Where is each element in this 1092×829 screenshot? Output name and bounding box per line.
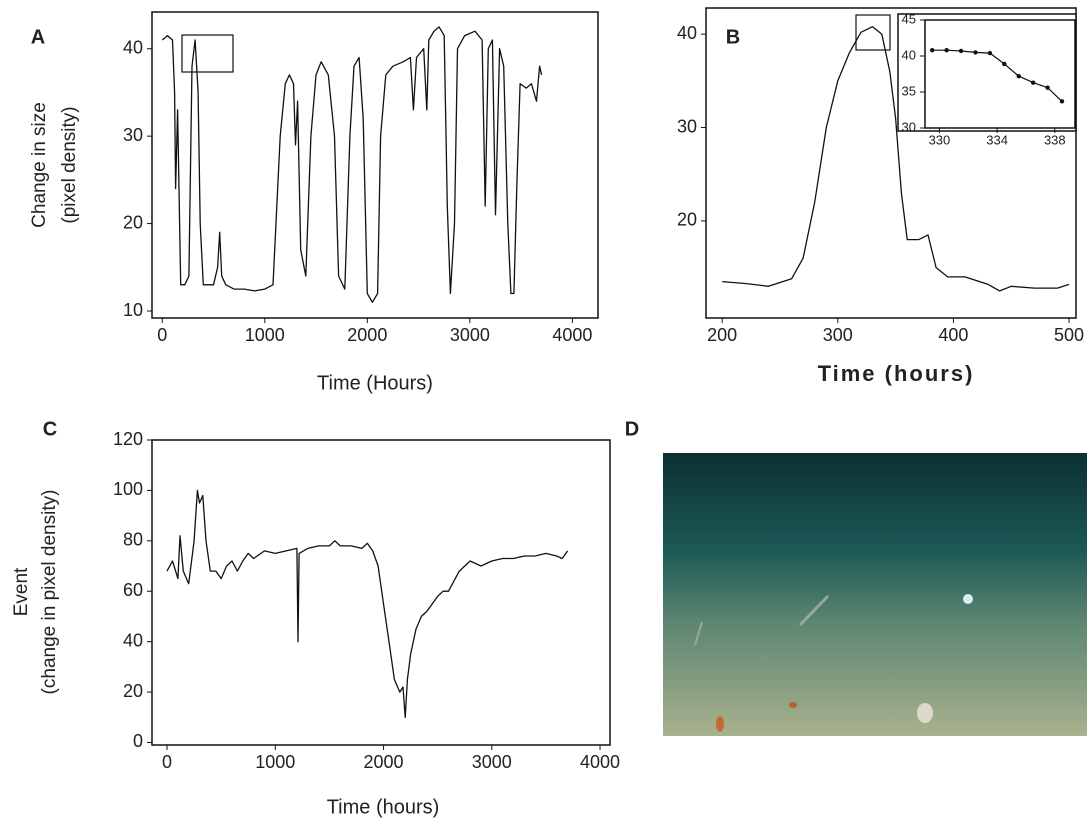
data-point xyxy=(973,50,978,55)
plot-frame xyxy=(924,19,1076,129)
y-tick-label: 80 xyxy=(123,530,143,550)
inset-background xyxy=(897,13,1077,132)
data-line xyxy=(722,26,1070,292)
y-tick-label: 30 xyxy=(677,116,697,136)
panel-label: C xyxy=(43,418,57,440)
x-tick-label: 400 xyxy=(938,325,968,345)
data-line xyxy=(166,489,569,718)
data-point xyxy=(1016,73,1021,79)
y-axis-label: (pixel density) xyxy=(59,106,80,223)
plot-frame xyxy=(705,7,1077,319)
y-tick-label: 0 xyxy=(133,731,143,751)
y-tick-label: 30 xyxy=(902,119,916,134)
x-tick-label: 2000 xyxy=(347,325,387,345)
plot-frame xyxy=(151,439,611,746)
data-point xyxy=(1030,80,1036,85)
data-line xyxy=(161,26,543,303)
y-tick-label: 40 xyxy=(123,37,143,57)
data-point xyxy=(1059,99,1065,104)
y-axis-label: (change in pixel density) xyxy=(39,490,60,695)
y-tick-label: 40 xyxy=(902,47,916,62)
zoom-box xyxy=(855,14,891,51)
y-axis-label: Event xyxy=(11,567,32,616)
x-tick-label: 334 xyxy=(986,132,1008,147)
x-tick-label: 3000 xyxy=(472,752,512,772)
data-point xyxy=(987,50,993,56)
seafloor-photo xyxy=(663,453,1087,736)
x-tick-label: 0 xyxy=(162,752,172,772)
panel-label: A xyxy=(31,26,45,48)
x-tick-label: 500 xyxy=(1054,325,1084,345)
x-tick-label: 2000 xyxy=(364,752,404,772)
panel-label: D xyxy=(625,418,639,440)
zoom-box xyxy=(181,34,234,73)
x-tick-label: 0 xyxy=(157,325,167,345)
y-tick-label: 120 xyxy=(113,429,143,449)
panel-label: B xyxy=(726,26,740,48)
y-tick-label: 60 xyxy=(123,580,143,600)
x-axis-label: Time (hours) xyxy=(327,796,440,818)
data-point xyxy=(1002,61,1007,67)
y-tick-label: 40 xyxy=(677,23,697,43)
data-point xyxy=(930,48,935,53)
x-axis-label: Time (Hours) xyxy=(317,372,433,394)
y-tick-label: 20 xyxy=(123,212,143,232)
y-axis-label: Change in size xyxy=(29,102,50,228)
x-tick-label: 1000 xyxy=(255,752,295,772)
data-point xyxy=(1045,85,1050,90)
y-tick-label: 30 xyxy=(123,125,143,145)
x-tick-label: 3000 xyxy=(450,325,490,345)
y-tick-label: 40 xyxy=(123,630,143,650)
x-axis-label: Time (hours) xyxy=(818,361,975,386)
y-tick-label: 45 xyxy=(902,11,916,26)
y-tick-label: 35 xyxy=(902,83,916,98)
y-tick-label: 100 xyxy=(113,479,143,499)
y-tick-label: 20 xyxy=(677,210,697,230)
x-tick-label: 200 xyxy=(707,325,737,345)
x-tick-label: 330 xyxy=(929,132,951,147)
x-tick-label: 1000 xyxy=(245,325,285,345)
plot-frame xyxy=(151,11,599,319)
x-tick-label: 300 xyxy=(823,325,853,345)
data-point xyxy=(944,48,949,53)
x-tick-label: 4000 xyxy=(580,752,620,772)
x-tick-label: 338 xyxy=(1044,132,1066,147)
data-point xyxy=(958,48,964,54)
data-line xyxy=(932,49,1063,102)
x-tick-label: 4000 xyxy=(552,325,592,345)
y-tick-label: 20 xyxy=(123,681,143,701)
y-tick-label: 10 xyxy=(123,300,143,320)
